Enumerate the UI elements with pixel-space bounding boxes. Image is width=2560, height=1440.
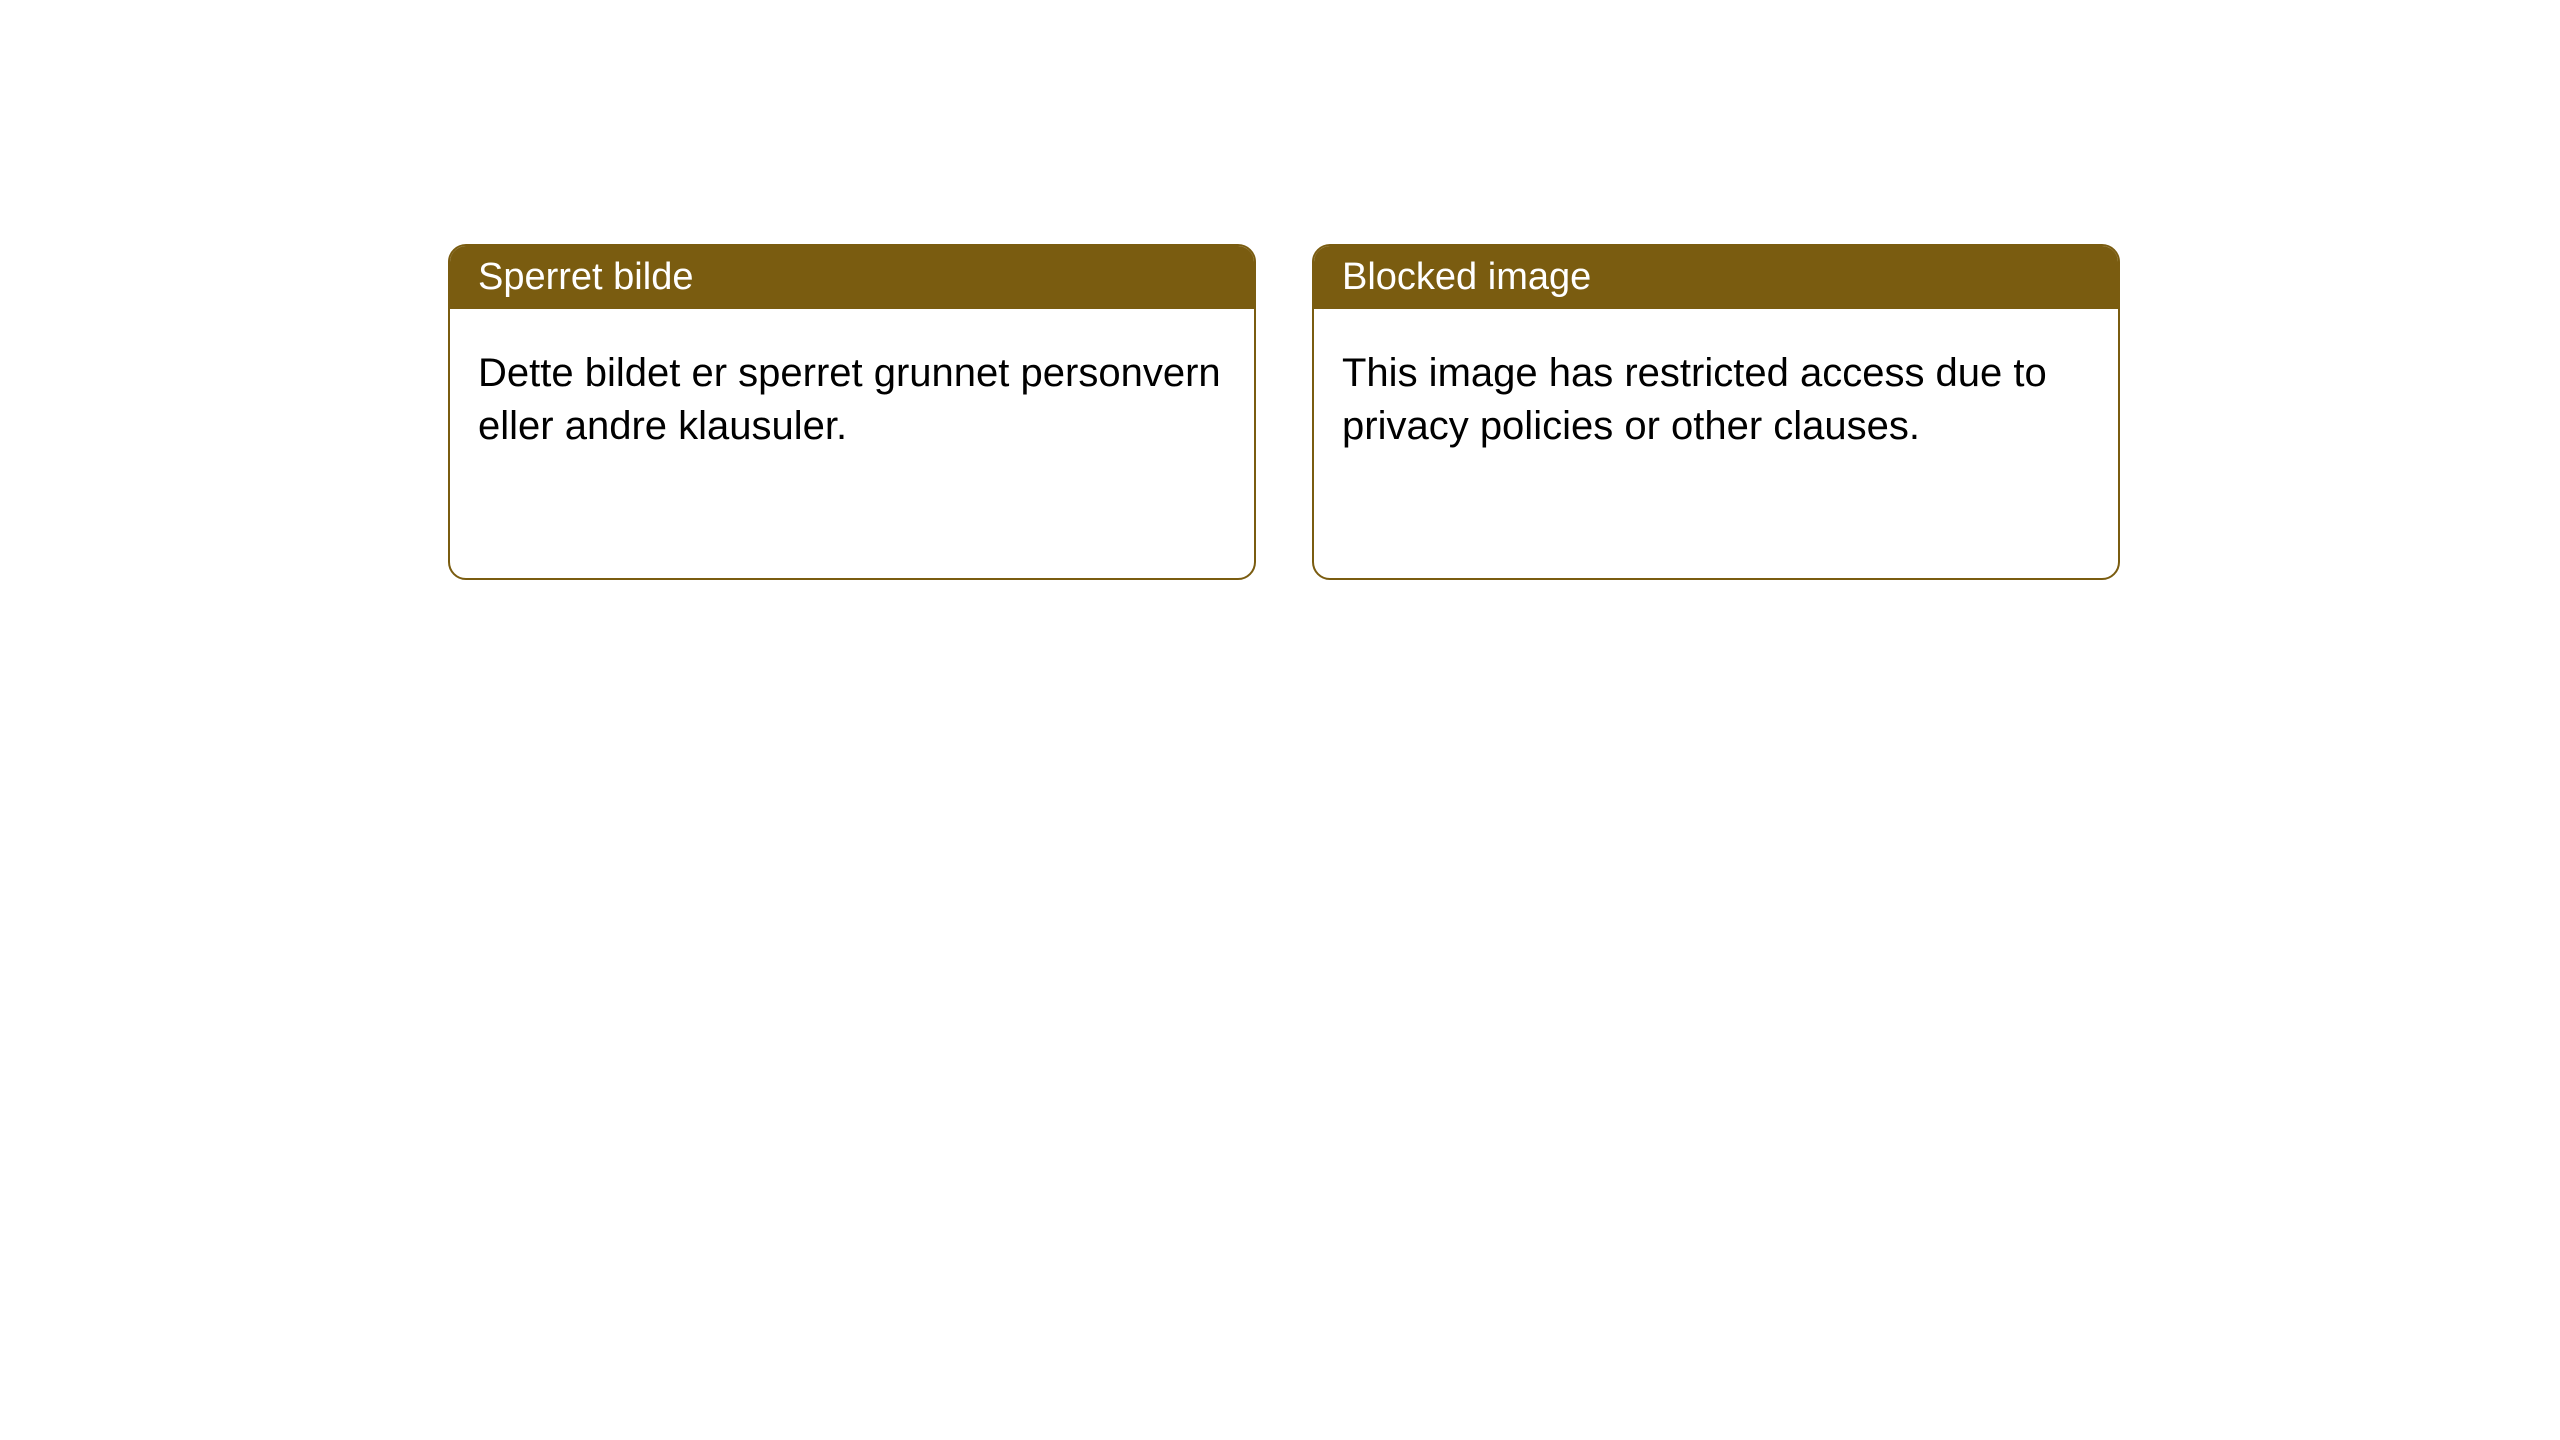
card-header: Blocked image <box>1314 246 2118 309</box>
card-body-text: Dette bildet er sperret grunnet personve… <box>478 351 1221 448</box>
card-header: Sperret bilde <box>450 246 1254 309</box>
card-title: Blocked image <box>1342 256 1591 298</box>
card-body: This image has restricted access due to … <box>1314 309 2118 491</box>
cards-container: Sperret bilde Dette bildet er sperret gr… <box>0 0 2560 580</box>
blocked-image-card-en: Blocked image This image has restricted … <box>1312 244 2120 580</box>
card-body-text: This image has restricted access due to … <box>1342 351 2047 448</box>
card-title: Sperret bilde <box>478 256 693 298</box>
blocked-image-card-no: Sperret bilde Dette bildet er sperret gr… <box>448 244 1256 580</box>
card-body: Dette bildet er sperret grunnet personve… <box>450 309 1254 491</box>
